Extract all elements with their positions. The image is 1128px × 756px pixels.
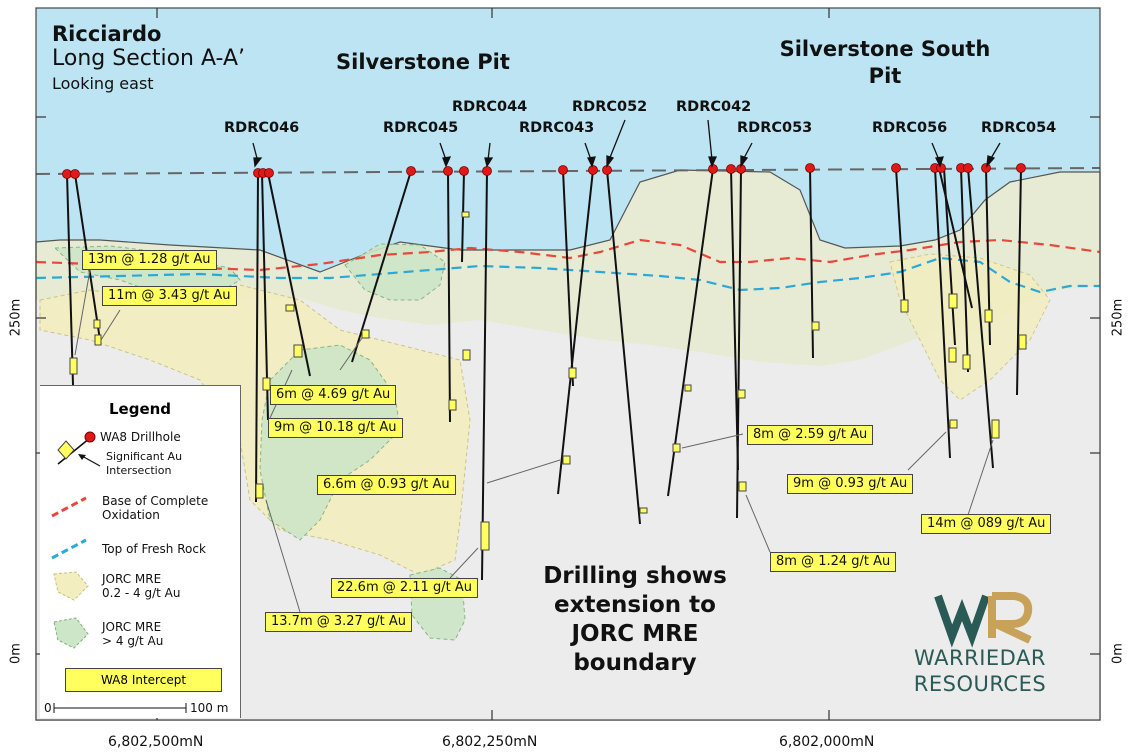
- intercept-label: 8m @ 2.59 g/t Au: [747, 425, 874, 445]
- intercept-label: 13.7m @ 3.27 g/t Au: [265, 612, 412, 632]
- drillhole-label: RDRC042: [676, 99, 752, 115]
- base-complete-oxidation-line: [35, 238, 1101, 272]
- drillhole-label: RDRC053: [737, 120, 813, 136]
- mre-low-icon: [53, 571, 89, 601]
- drillhole-label: RDRC054: [981, 120, 1057, 136]
- x-tick-label: 6,802,500mN: [108, 734, 204, 750]
- x-tick-label: 6,802,000mN: [779, 734, 875, 750]
- callout-line1: Drilling shows: [543, 563, 727, 589]
- logo-text-line2: RESOURCES: [913, 672, 1047, 696]
- drillhole-label: RDRC046: [224, 120, 300, 136]
- x-tick-label: 6,802,250mN: [442, 734, 538, 750]
- intercept-label: 6.6m @ 0.93 g/t Au: [317, 475, 456, 495]
- view-direction: Looking east: [52, 74, 154, 93]
- tfr-line-icon: [51, 538, 87, 560]
- legend-mre-low-line2: 0.2 - 4 g/t Au: [102, 586, 181, 600]
- intercept-label: 11m @ 3.43 g/t Au: [102, 286, 237, 306]
- legend-significant-line2: Intersection: [106, 464, 172, 477]
- intercept-label: 14m @ 089 g/t Au: [921, 514, 1052, 534]
- legend-significant-line1: Significant Au: [106, 450, 183, 463]
- legend-drillhole: WA8 Drillhole: [100, 430, 181, 444]
- callout-line4: boundary: [573, 650, 697, 676]
- legend-bco-line2: Oxidation: [102, 508, 160, 522]
- y-tick-label-right: 0m: [1110, 643, 1126, 664]
- hole-label-arrows: [252, 119, 1001, 168]
- legend-bco-line1: Base of Complete: [102, 494, 209, 508]
- scale-start: 0: [44, 701, 52, 715]
- surface-line: [35, 167, 1101, 175]
- drillhole-label: RDRC056: [872, 120, 948, 136]
- legend-mre-high: JORC MRE > 4 g/t Au: [102, 620, 163, 648]
- legend-intercept: WA8 Intercept: [65, 668, 222, 692]
- callout-line2: extension to: [554, 592, 716, 618]
- legend-significant: Significant Au Intersection: [106, 450, 182, 478]
- mre-high-icon: [53, 617, 89, 649]
- legend-mre-high-line2: > 4 g/t Au: [102, 634, 164, 648]
- scale-end: 100 m: [190, 701, 229, 715]
- intercept-label: 9m @ 0.93 g/t Au: [787, 474, 914, 494]
- legend-bco: Base of Complete Oxidation: [102, 494, 208, 522]
- legend-mre-high-line1: JORC MRE: [102, 620, 162, 634]
- top-fresh-rock-line: [35, 256, 1100, 294]
- intercept-label: 8m @ 1.24 g/t Au: [770, 552, 897, 572]
- pit-label-silverstone-south: Silverstone South Pit: [770, 36, 1000, 90]
- mre-low-zone-east: [889, 253, 1051, 401]
- logo-text-line1: WARRIEDAR: [914, 646, 1046, 670]
- bco-line-icon: [51, 496, 87, 518]
- drillhole-collars: [62, 163, 1026, 179]
- intercept-label: 13m @ 1.28 g/t Au: [82, 250, 217, 270]
- legend-mre-low-line1: JORC MRE: [102, 572, 162, 586]
- y-tick-label-left: 250m: [8, 298, 24, 337]
- section-subtitle: Long Section A-A’: [52, 46, 246, 71]
- intercept-label: 22.6m @ 2.11 g/t Au: [331, 578, 478, 598]
- intercept-markers: [69, 211, 1027, 551]
- y-tick-label-right: 250m: [1110, 298, 1126, 337]
- plot-frame: [35, 7, 1101, 721]
- section-title: Ricciardo: [52, 22, 162, 46]
- legend: Legend WA8 Drillhole Significant Au Inte…: [40, 385, 241, 718]
- pit-label-silverstone: Silverstone Pit: [336, 50, 510, 74]
- extension-callout: Drilling shows extension to JORC MRE bou…: [515, 562, 755, 678]
- pit-label-line1: Silverstone South: [779, 37, 991, 61]
- drillhole-label: RDRC052: [572, 99, 648, 115]
- drillhole-label: RDRC043: [519, 120, 595, 136]
- pit-label-line2: Pit: [868, 64, 902, 88]
- intercept-leaders: [74, 269, 994, 613]
- intercept-label: 6m @ 4.69 g/t Au: [270, 385, 397, 405]
- drillhole-label: RDRC044: [452, 99, 528, 115]
- y-tick-label-left: 0m: [8, 643, 24, 664]
- legend-mre-low: JORC MRE 0.2 - 4 g/t Au: [102, 572, 181, 600]
- significant-intersection-icon: [57, 440, 75, 460]
- legend-symbols: [51, 431, 187, 713]
- legend-tfr: Top of Fresh Rock: [102, 542, 206, 556]
- callout-line3: JORC MRE: [571, 621, 699, 647]
- drillhole-label: RDRC045: [383, 120, 459, 136]
- warriedar-logo-icon: [934, 592, 1033, 648]
- intercept-label: 9m @ 10.18 g/t Au: [268, 418, 403, 438]
- legend-title: Legend: [108, 400, 172, 418]
